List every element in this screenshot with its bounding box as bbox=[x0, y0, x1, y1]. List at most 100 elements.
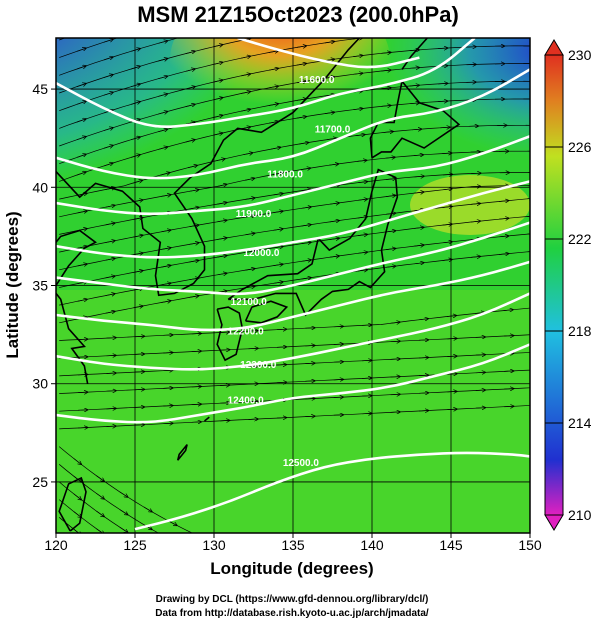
streamline-arrow bbox=[161, 265, 170, 267]
streamline bbox=[58, 499, 104, 533]
streamline-arrow bbox=[76, 154, 86, 158]
streamline-arrow bbox=[241, 92, 250, 94]
streamline-arrow bbox=[105, 223, 115, 225]
streamline-arrow bbox=[130, 137, 140, 141]
streamline-arrow bbox=[273, 246, 283, 247]
streamline-arrow bbox=[301, 260, 311, 261]
streamline-arrow bbox=[217, 238, 226, 240]
streamline-arrow bbox=[105, 205, 115, 207]
x-axis-label: Longitude (degrees) bbox=[210, 559, 373, 578]
streamline-arrow bbox=[296, 46, 306, 48]
streamline bbox=[58, 446, 193, 533]
streamline-arrow bbox=[185, 87, 195, 89]
colorbar-ticks: 210 214 218 222 226 230 bbox=[545, 47, 592, 523]
streamline-arrow bbox=[130, 66, 140, 70]
streamline-arrow bbox=[329, 221, 339, 222]
streamline-arrow bbox=[268, 68, 278, 70]
streamline bbox=[59, 38, 364, 112]
streamline-arrow bbox=[245, 178, 254, 180]
coastline bbox=[176, 444, 188, 461]
streamline-arrow bbox=[409, 85, 419, 86]
streamline-arrow bbox=[213, 115, 222, 117]
streamline-arrow bbox=[386, 248, 395, 249]
streamline-arrow bbox=[357, 160, 366, 161]
streamline-arrow bbox=[357, 199, 367, 200]
streamline-arrow bbox=[77, 264, 87, 266]
streamline-arrow bbox=[245, 198, 254, 200]
streamline-arrow bbox=[73, 493, 81, 500]
streamline-arrow bbox=[527, 233, 530, 235]
streamline-arrow bbox=[271, 147, 280, 149]
coastline bbox=[401, 38, 428, 70]
contour-labels: 11600.0 11700.0 11800.0 11900.0 12000.0 12100… bbox=[228, 75, 351, 469]
contour-label: 12300.0 bbox=[240, 360, 277, 371]
streamline-arrow bbox=[353, 73, 362, 74]
streamline-arrow bbox=[499, 218, 508, 219]
height-contour bbox=[237, 38, 420, 69]
streamline-arrow bbox=[103, 145, 113, 149]
streamline-arrow bbox=[296, 63, 306, 65]
streamline-arrow bbox=[446, 315, 456, 316]
streamline-arrow bbox=[268, 121, 278, 123]
streamline-arrow bbox=[300, 168, 310, 170]
height-contour bbox=[56, 68, 530, 180]
streamline-arrow bbox=[96, 493, 104, 499]
coastline bbox=[244, 300, 289, 324]
streamline-arrow bbox=[105, 276, 115, 278]
streamline-arrow bbox=[470, 203, 480, 204]
streamline-arrow bbox=[133, 180, 142, 184]
y-axis-ticks: 25 30 35 40 45 bbox=[32, 81, 56, 490]
streamline-arrow bbox=[269, 33, 278, 35]
streamline-arrow bbox=[213, 62, 222, 64]
height-contours bbox=[56, 38, 530, 531]
streamline-arrow bbox=[158, 58, 167, 61]
contour-label: 12400.0 bbox=[228, 395, 265, 406]
streamline-arrow bbox=[77, 31, 86, 34]
streamline-arrow bbox=[329, 203, 339, 204]
streamline-arrow bbox=[527, 198, 530, 200]
height-contour bbox=[56, 343, 530, 424]
streamline-arrow bbox=[329, 164, 338, 165]
streamline-arrow bbox=[76, 137, 86, 141]
streamline-arrow bbox=[353, 109, 362, 110]
streamline-arrow bbox=[130, 84, 140, 88]
contour-label: 11700.0 bbox=[315, 124, 351, 135]
streamline-arrow bbox=[527, 251, 530, 253]
streamline-arrow bbox=[189, 225, 198, 227]
colorbar: 210 214 218 222 226 230 bbox=[544, 39, 592, 531]
streamline-arrow bbox=[73, 528, 81, 533]
streamline-arrow bbox=[133, 200, 142, 202]
streamline-arrow bbox=[105, 294, 115, 296]
y-tick-label: 40 bbox=[32, 179, 48, 195]
streamline-arrow bbox=[76, 119, 86, 123]
streamline-arrow bbox=[130, 155, 140, 158]
streamline-arrow bbox=[296, 81, 306, 83]
y-axis-label: Latitude (degrees) bbox=[3, 211, 22, 358]
streamline-arrow bbox=[357, 234, 367, 235]
height-contour bbox=[134, 451, 530, 531]
streamline-arrow bbox=[143, 506, 152, 512]
streamline-arrow bbox=[329, 238, 339, 239]
streamline-arrow bbox=[161, 195, 170, 197]
streamline-arrow bbox=[76, 48, 86, 52]
height-contour bbox=[56, 221, 530, 296]
streamline-arrow bbox=[357, 252, 367, 253]
streamline-arrow bbox=[76, 101, 86, 105]
streamline-arrow bbox=[76, 172, 86, 176]
streamline-arrow bbox=[76, 66, 86, 70]
streamline-arrow bbox=[442, 242, 452, 243]
colorbar-tick-label: 214 bbox=[568, 415, 592, 431]
streamline-arrow bbox=[499, 236, 508, 237]
streamline-arrow bbox=[385, 157, 395, 158]
y-tick-label: 35 bbox=[32, 278, 48, 294]
streamline-arrow bbox=[245, 269, 254, 271]
colorbar-tick-label: 218 bbox=[568, 323, 592, 339]
streamline-arrow bbox=[96, 510, 104, 517]
streamline-arrow bbox=[268, 104, 278, 106]
x-tick-label: 150 bbox=[518, 537, 542, 553]
streamline-arrow bbox=[161, 230, 170, 232]
streamline-arrow bbox=[386, 195, 395, 196]
streamline-arrow bbox=[187, 165, 197, 167]
streamline-arrow bbox=[499, 254, 508, 255]
credit-line-dcl: Drawing by DCL (https://www.gfd-dennou.o… bbox=[156, 594, 429, 605]
